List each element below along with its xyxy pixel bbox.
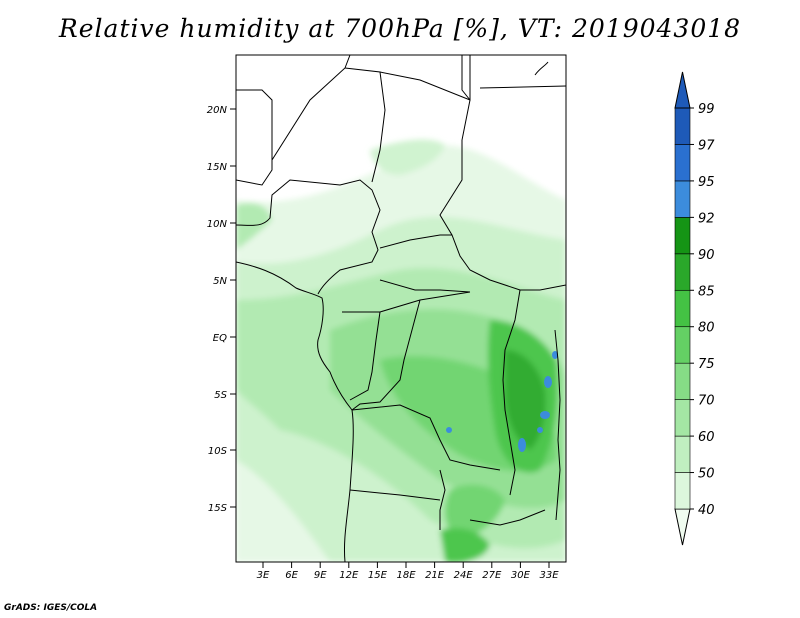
longitude-axis: 3E 6E 9E 12E 15E 18E 21E 24E 27E 30E 33E — [257, 562, 559, 581]
lon-tick-label: 6E — [285, 570, 298, 581]
colorbar-bin — [674, 362, 691, 400]
colorbar-bin — [674, 180, 691, 218]
lat-tick-label: EQ — [213, 333, 227, 344]
lat-tick-label: 10N — [207, 219, 228, 230]
colorbar-bin — [674, 107, 691, 145]
colorbar-label: 75 — [698, 357, 715, 372]
colorbar-label: 99 — [698, 102, 715, 117]
colorbar: 40 50 60 70 75 80 85 90 92 95 97 99 — [674, 71, 715, 546]
lon-tick-label: 15E — [368, 570, 388, 581]
lon-tick-label: 18E — [396, 570, 416, 581]
coastlines-borders — [236, 55, 566, 562]
lon-tick-label: 3E — [257, 570, 270, 581]
colorbar-bin — [674, 289, 691, 328]
colorbar-label: 80 — [698, 321, 715, 336]
lon-tick-label: 9E — [314, 570, 327, 581]
lon-tick-label: 21E — [425, 570, 445, 581]
lon-tick-label: 33E — [539, 570, 559, 581]
lat-tick-label: 5S — [214, 390, 227, 401]
map-title: Relative humidity at 700hPa [%], VT: 201… — [58, 14, 742, 43]
grads-credit: GrADS: IGES/COLA — [4, 603, 98, 613]
colorbar-bin — [674, 144, 691, 182]
lon-tick-label: 27E — [482, 570, 502, 581]
colorbar-bin — [674, 472, 691, 510]
colorbar-label: 85 — [698, 284, 715, 299]
map-frame — [235, 54, 567, 563]
colorbar-bin — [674, 508, 691, 546]
colorbar-label: 92 — [698, 211, 715, 226]
colorbar-bin — [674, 71, 691, 109]
lat-tick-label: 15S — [208, 503, 228, 514]
lon-tick-label: 24E — [454, 570, 474, 581]
humidity-field — [236, 55, 566, 562]
colorbar-label: 95 — [698, 175, 715, 190]
colorbar-label: 97 — [698, 138, 715, 153]
lat-tick-label: 20N — [207, 105, 228, 116]
lon-tick-label: 30E — [511, 570, 531, 581]
lon-tick-label: 12E — [339, 570, 359, 581]
colorbar-label: 50 — [698, 467, 715, 482]
colorbar-label: 70 — [698, 394, 715, 409]
lat-tick-label: 10S — [208, 446, 228, 457]
colorbar-bin — [674, 435, 691, 473]
colorbar-label: 40 — [698, 503, 715, 518]
colorbar-label: 90 — [698, 248, 715, 263]
lat-tick-label: 15N — [207, 162, 228, 173]
colorbar-bin — [674, 326, 691, 364]
colorbar-label: 60 — [698, 430, 715, 445]
latitude-axis: 20N 15N 10N 5N EQ 5S 10S 15S — [207, 105, 236, 514]
colorbar-bin — [674, 253, 691, 291]
colorbar-bin — [674, 217, 691, 255]
colorbar-bin — [674, 399, 691, 437]
lat-tick-label: 5N — [213, 276, 227, 287]
